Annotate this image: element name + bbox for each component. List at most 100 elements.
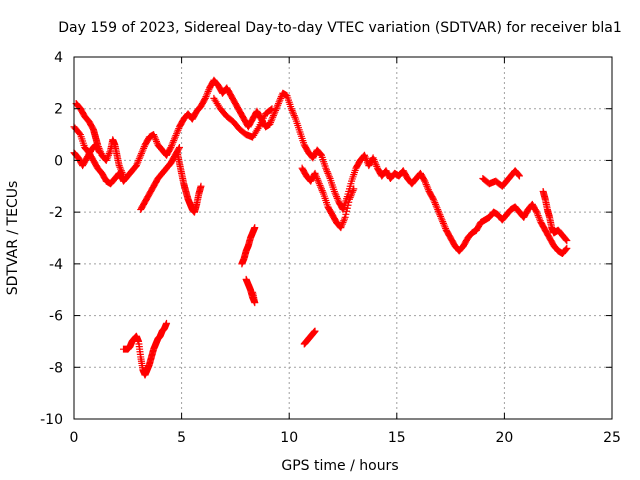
data-point <box>300 141 312 155</box>
data-point <box>236 125 249 138</box>
data-point <box>311 327 319 335</box>
data-point <box>244 116 256 131</box>
data-point <box>210 94 223 111</box>
data-point <box>167 153 178 167</box>
data-point <box>317 151 329 170</box>
data-point <box>236 107 247 122</box>
data-point <box>163 319 171 327</box>
y-tick-label: -4 <box>49 257 63 273</box>
chart-title: Day 159 of 2023, Sidereal Day-to-day VTE… <box>58 20 621 36</box>
data-point <box>210 76 221 89</box>
data-point <box>154 170 166 183</box>
data-point <box>343 180 355 201</box>
data-point <box>283 92 295 111</box>
data-point <box>326 175 338 193</box>
data-point <box>193 103 204 115</box>
data-point <box>442 226 454 241</box>
data-point <box>135 337 144 358</box>
data-point <box>141 191 153 206</box>
data-point <box>76 131 88 149</box>
data-point <box>249 288 257 296</box>
data-point <box>227 92 239 106</box>
data-point <box>171 125 183 141</box>
data-point <box>132 153 144 170</box>
data-point <box>296 128 308 147</box>
data-point <box>102 148 114 164</box>
data-point <box>163 145 174 159</box>
data-point <box>83 147 94 162</box>
data-point <box>287 105 299 121</box>
data-point <box>268 105 276 113</box>
data-point <box>76 105 88 119</box>
data-point <box>175 116 187 131</box>
data-point <box>416 169 428 184</box>
data-point <box>563 244 571 252</box>
data-point <box>231 100 243 114</box>
data-point <box>345 187 357 203</box>
data-point <box>447 234 458 248</box>
x-tick-label: 10 <box>280 430 298 446</box>
data-point <box>313 146 325 158</box>
data-point <box>350 185 358 193</box>
data-point <box>137 199 148 214</box>
x-tick-label: 25 <box>603 430 621 446</box>
data-point <box>85 118 97 132</box>
data-point <box>145 184 157 198</box>
data-point <box>141 134 153 149</box>
data-point <box>498 212 510 224</box>
data-point <box>328 211 340 225</box>
data-point <box>533 208 544 225</box>
data-point <box>188 109 200 123</box>
data-point <box>559 231 570 244</box>
y-tick-label: -10 <box>40 412 63 428</box>
data-point <box>292 115 303 134</box>
y-tick-label: 2 <box>54 102 63 118</box>
y-tick-label: -6 <box>49 309 63 325</box>
data-point <box>537 218 549 233</box>
data-point <box>115 162 127 178</box>
data-point <box>421 177 432 194</box>
data-point <box>559 245 570 258</box>
axis-ticks: 0 5 10 15 20 25 -10 -8 -6 -4 -2 0 2 4 <box>40 50 621 446</box>
data-point <box>369 154 381 170</box>
y-tick-label: -2 <box>49 205 63 221</box>
data-point <box>511 167 523 179</box>
data-point <box>107 175 118 188</box>
data-point <box>96 149 104 157</box>
data-point <box>511 203 523 215</box>
data-point <box>150 131 161 147</box>
data-series <box>70 76 571 379</box>
data-point <box>216 105 230 119</box>
data-point <box>223 84 234 98</box>
data-point <box>167 135 178 151</box>
data-point <box>464 230 475 242</box>
data-point <box>158 165 170 177</box>
data-point <box>503 173 514 185</box>
data-point <box>98 169 110 184</box>
data-point <box>425 187 437 202</box>
data-point <box>201 86 213 102</box>
y-axis-label: SDTVAR / TECUs <box>5 181 21 296</box>
data-point <box>337 215 348 232</box>
data-point <box>128 162 140 175</box>
data-point <box>460 235 471 250</box>
x-tick-label: 20 <box>495 430 513 446</box>
data-point <box>298 164 310 179</box>
data-point <box>472 220 484 234</box>
data-point <box>154 141 166 153</box>
data-point <box>94 164 105 176</box>
y-tick-label: -8 <box>49 360 63 376</box>
x-tick-label: 15 <box>388 430 406 446</box>
data-point <box>434 206 445 222</box>
data-point <box>229 118 243 132</box>
data-point <box>197 96 209 110</box>
y-tick-label: 0 <box>54 153 63 169</box>
x-tick-label: 5 <box>177 430 186 446</box>
data-point <box>89 156 101 171</box>
data-point <box>341 198 353 221</box>
data-point <box>92 141 103 155</box>
data-point <box>175 144 183 151</box>
data-point <box>515 172 523 180</box>
data-point <box>324 203 336 217</box>
